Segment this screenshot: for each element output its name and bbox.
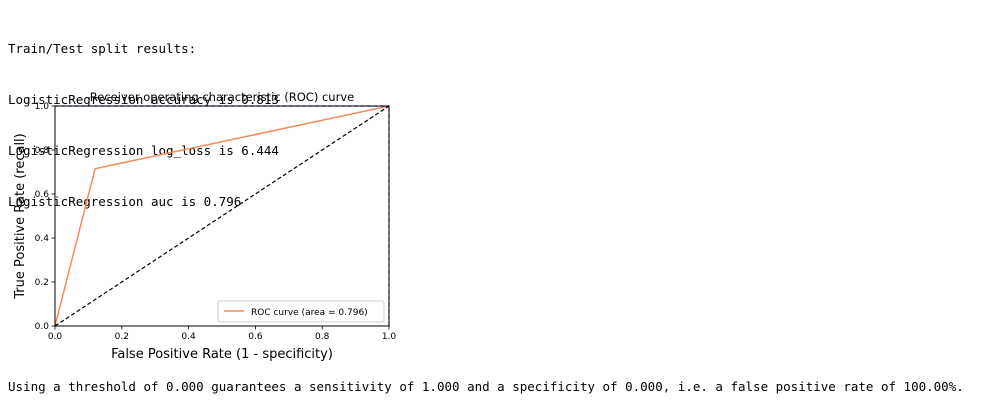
x-tick-label: 0.0: [48, 332, 63, 342]
ticks: 0.0 0.2 0.4 0.6 0.8 1.0 0.0 0.2 0.4 0.6 0.8 1.0: [35, 102, 397, 342]
y-tick-label: 0.2: [35, 278, 49, 288]
y-tick-label: 0.0: [35, 322, 50, 332]
x-tick-label: 0.6: [248, 332, 263, 342]
legend-label: ROC curve (area = 0.796): [251, 308, 368, 318]
random-guess-line: [54, 105, 390, 327]
output-line: Train/Test split results:: [8, 41, 197, 56]
x-tick-label: 1.0: [382, 332, 397, 342]
chart-title: Receiver operating characteristic (ROC) …: [90, 90, 354, 104]
legend-box: [217, 300, 385, 323]
y-tick-label: 0.4: [35, 234, 50, 244]
y-tick-label: 1.0: [35, 102, 50, 112]
output-line: LogisticRegression auc is 0.796: [8, 194, 242, 209]
y-axis-label: True Positive Rate (recall): [13, 133, 28, 299]
x-tick-label: 0.8: [315, 332, 330, 342]
x-tick-label: 0.2: [115, 332, 129, 342]
legend: ROC curve (area = 0.796): [217, 300, 385, 323]
roc-curve-line: [54, 105, 390, 327]
axes-frame: [54, 105, 390, 327]
output-line: LogisticRegression accuracy is 0.813: [8, 92, 279, 107]
y-tick-label: 0.8: [35, 146, 50, 156]
y-tick-label: 0.6: [35, 190, 50, 200]
threshold-summary: Using a threshold of 0.000 guarantees a …: [8, 379, 964, 394]
x-tick-label: 0.4: [181, 332, 196, 342]
x-axis-label: False Positive Rate (1 - specificity): [111, 347, 333, 362]
plot-area: [54, 105, 390, 327]
